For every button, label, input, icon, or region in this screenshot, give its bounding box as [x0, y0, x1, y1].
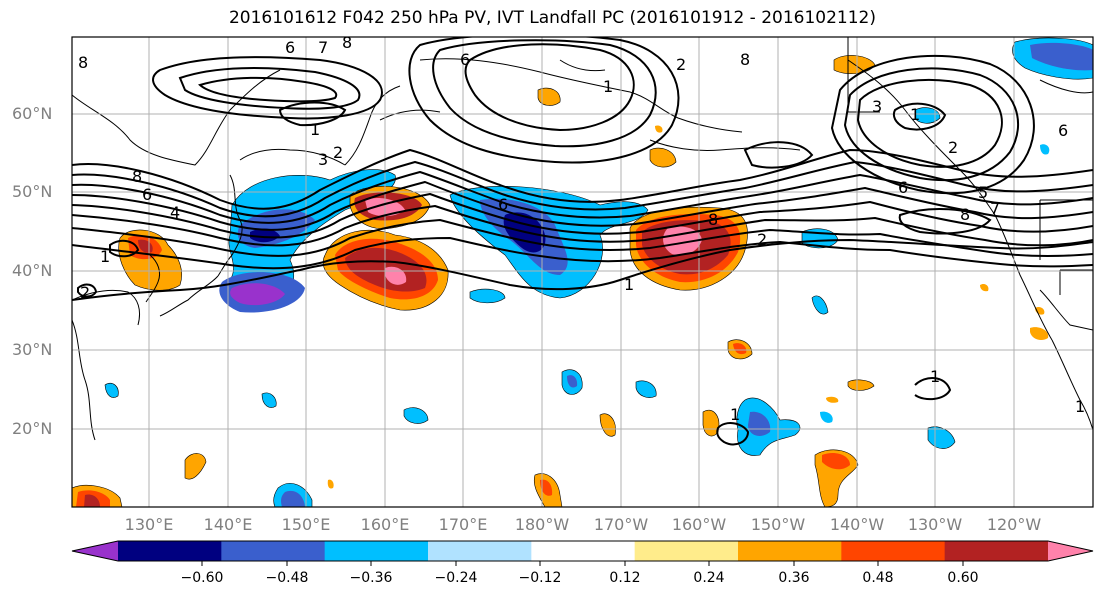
contour-label: 8 — [708, 210, 718, 229]
contour-label: 6 — [142, 185, 152, 204]
lat-label: 30°N — [12, 340, 53, 359]
colorbar-segment — [841, 541, 946, 561]
contour-label: 8 — [960, 205, 970, 224]
contour-label: 5 — [978, 183, 988, 202]
pv-contours — [72, 37, 1093, 446]
contour-label: 7 — [318, 38, 328, 57]
colorbar-segment — [634, 541, 739, 561]
contour-label: 3 — [872, 97, 882, 116]
contour-label: 8 — [78, 53, 88, 72]
lat-label: 20°N — [12, 419, 53, 438]
lon-label: 180°W — [514, 515, 570, 534]
colorbar-tick-label: −0.48 — [265, 570, 309, 586]
lon-label: 140°W — [829, 515, 885, 534]
lon-label: 160°W — [671, 515, 727, 534]
lon-label: 130°E — [124, 515, 174, 534]
contour-label: 6 — [1058, 121, 1068, 140]
contour-label: 1 — [603, 77, 613, 96]
lon-label: 170°W — [593, 515, 649, 534]
contour-label: 8 — [132, 167, 142, 186]
colorbar-segment — [324, 541, 429, 561]
colorbar-segment — [944, 541, 1049, 561]
map-title: 2016101612 F042 250 hPa PV, IVT Landfall… — [228, 8, 876, 28]
contour-label: 2 — [333, 143, 343, 162]
lat-label: 40°N — [12, 261, 53, 280]
lon-label: 170°E — [438, 515, 488, 534]
colorbar-tick-label: 0.12 — [609, 570, 641, 586]
lon-label: 120°W — [986, 515, 1042, 534]
colorbar-tick-label: −0.60 — [180, 570, 224, 586]
lat-label: 50°N — [12, 182, 53, 201]
colorbar-tick-label: 0.60 — [947, 570, 979, 586]
contour-label: 1 — [1075, 397, 1085, 416]
contour-label: 2 — [80, 283, 90, 302]
contour-label: 1 — [930, 367, 940, 386]
contour-label: 2 — [757, 230, 767, 249]
shading-red — [72, 55, 1049, 507]
contour-label: 1 — [624, 275, 634, 294]
contour-labels: 8 6 7 8 6 1 3 2 8 6 4 1 2 6 1 2 1 8 2 3 … — [78, 33, 1085, 424]
contour-label: 4 — [170, 203, 180, 222]
contour-label: 2 — [948, 138, 958, 157]
contour-label: 1 — [730, 405, 740, 424]
colorbar-segment — [531, 541, 636, 561]
contour-label: 6 — [498, 195, 508, 214]
colorbar-extend-max — [1048, 541, 1093, 561]
colorbar-segment — [428, 541, 532, 561]
contour-label: 3 — [318, 150, 328, 169]
colorbar-tick-label: 0.36 — [778, 570, 810, 586]
colorbar-tick-label: −0.24 — [434, 570, 478, 586]
colorbar-outline — [71, 540, 1094, 562]
colorbar-tick-label: 0.48 — [862, 570, 894, 586]
contour-label: 8 — [740, 50, 750, 69]
contour-label: 1 — [310, 120, 320, 139]
contour-label: 7 — [990, 199, 1000, 218]
contour-label: 1 — [100, 247, 110, 266]
colorbar-segment — [118, 541, 222, 561]
lon-label: 160°E — [360, 515, 410, 534]
contour-label: 6 — [898, 178, 908, 197]
colorbar — [71, 540, 1094, 562]
contour-label: 6 — [285, 38, 295, 57]
colorbar-segment — [738, 541, 842, 561]
colorbar-ticks — [201, 561, 964, 566]
lon-label: 150°W — [750, 515, 806, 534]
colorbar-segment — [221, 541, 326, 561]
colorbar-tick-label: −0.12 — [518, 570, 562, 586]
lat-label: 60°N — [12, 104, 53, 123]
lon-label: 140°E — [203, 515, 253, 534]
coastlines — [72, 37, 1093, 441]
contour-label: 1 — [910, 105, 920, 124]
lon-label: 150°E — [281, 515, 331, 534]
colorbar-extend-min — [72, 541, 118, 561]
contour-label: 8 — [342, 33, 352, 52]
map-frame — [71, 36, 1094, 508]
colorbar-tick-label: −0.36 — [349, 570, 393, 586]
colorbar-tick-label: 0.24 — [693, 570, 725, 586]
contour-label: 6 — [460, 50, 470, 69]
lon-label: 130°W — [907, 515, 963, 534]
contour-label: 2 — [676, 55, 686, 74]
